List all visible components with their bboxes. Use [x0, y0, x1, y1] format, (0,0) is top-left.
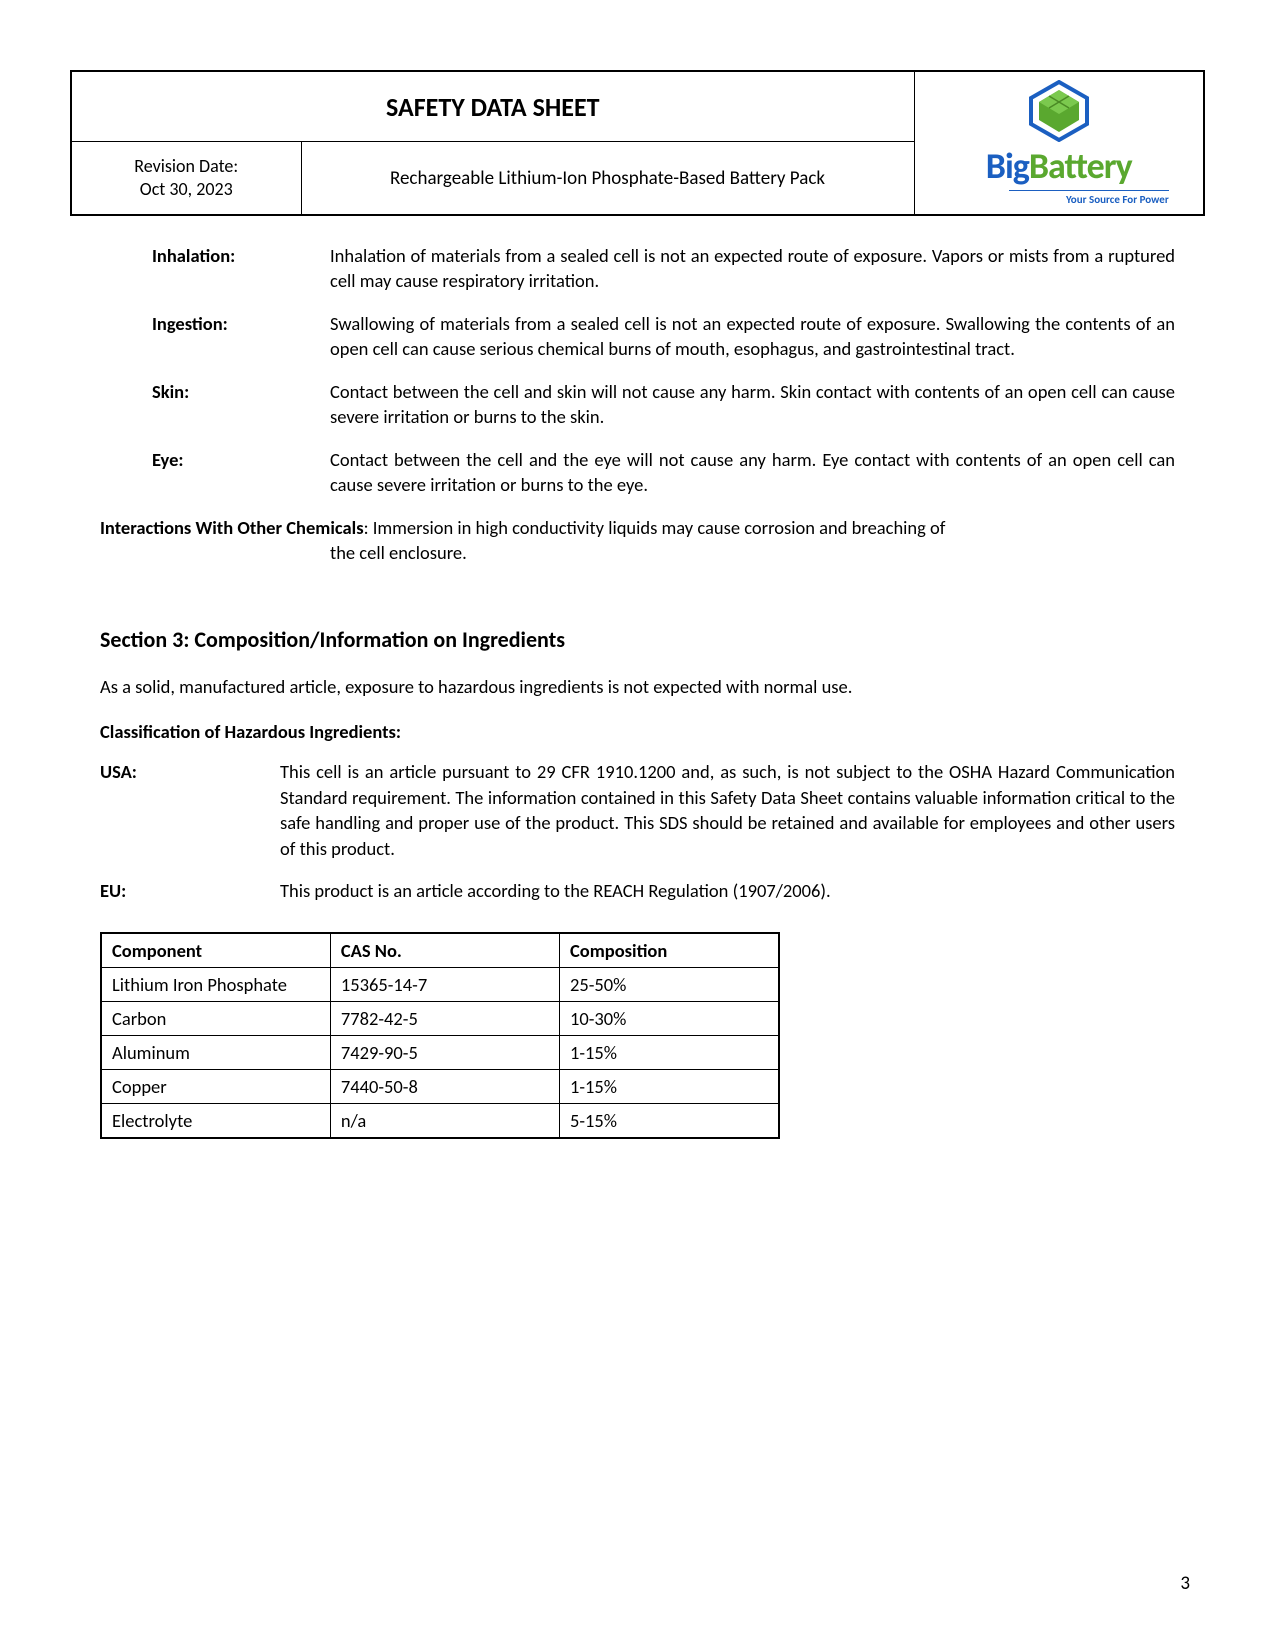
hazard-row: Inhalation: Inhalation of materials from… [100, 244, 1175, 294]
table-cell: 10-30% [560, 1002, 779, 1036]
hazard-text: Swallowing of materials from a sealed ce… [330, 312, 1175, 362]
table-cell: Electrolyte [101, 1104, 330, 1139]
subtitle: Rechargeable Lithium-Ion Phosphate-Based… [301, 142, 914, 215]
section-3-intro: As a solid, manufactured article, exposu… [100, 675, 1175, 700]
content-body: Inhalation: Inhalation of materials from… [70, 216, 1205, 1139]
table-cell: Aluminum [101, 1036, 330, 1070]
table-row: Carbon 7782-42-5 10-30% [101, 1002, 779, 1036]
classification-text: This cell is an article pursuant to 29 C… [280, 759, 1175, 863]
table-row: Copper 7440-50-8 1-15% [101, 1070, 779, 1104]
table-cell: n/a [330, 1104, 559, 1139]
table-cell: 25-50% [560, 968, 779, 1002]
table-cell: Copper [101, 1070, 330, 1104]
interactions-label: Interactions With Other Chemicals [100, 516, 364, 539]
classification-text: This product is an article according to … [280, 878, 1175, 904]
hazard-row: Skin: Contact between the cell and skin … [100, 380, 1175, 430]
table-cell: 7429-90-5 [330, 1036, 559, 1070]
revision-date: Oct 30, 2023 [140, 178, 233, 200]
hazard-text: Contact between the cell and the eye wil… [330, 448, 1175, 498]
interactions-text-2: the cell enclosure. [100, 541, 1175, 566]
hazard-label: Eye: [100, 448, 330, 498]
table-row: Aluminum 7429-90-5 1-15% [101, 1036, 779, 1070]
header-table: SAFETY DATA SHEET BigBattery Your Source… [70, 70, 1205, 216]
table-header: CAS No. [330, 933, 559, 968]
classification-label: USA: [100, 759, 280, 863]
hazard-label: Ingestion: [100, 312, 330, 362]
logo-text: BigBattery [986, 144, 1132, 188]
classification-subhead: Classification of Hazardous Ingredients: [100, 720, 1175, 743]
hazard-label: Skin: [100, 380, 330, 430]
table-cell: 1-15% [560, 1036, 779, 1070]
interactions-row: Interactions With Other Chemicals: Immer… [100, 516, 1175, 566]
hazard-row: Eye: Contact between the cell and the ey… [100, 448, 1175, 498]
classification-label: EU: [100, 878, 280, 904]
hazard-label: Inhalation: [100, 244, 330, 294]
logo-cell: BigBattery Your Source For Power [914, 71, 1204, 215]
doc-title: SAFETY DATA SHEET [71, 71, 914, 142]
table-row: Lithium Iron Phosphate 15365-14-7 25-50% [101, 968, 779, 1002]
table-cell: 5-15% [560, 1104, 779, 1139]
table-row: Electrolyte n/a 5-15% [101, 1104, 779, 1139]
classification-row: USA: This cell is an article pursuant to… [100, 759, 1175, 863]
revision-label: Revision Date: [134, 155, 238, 177]
logo-big: Big [986, 144, 1029, 188]
composition-table: Component CAS No. Composition Lithium Ir… [100, 932, 780, 1139]
hazard-text: Contact between the cell and skin will n… [330, 380, 1175, 430]
logo-tagline: Your Source For Power [1009, 190, 1169, 206]
table-cell: Carbon [101, 1002, 330, 1036]
interactions-text-1: : Immersion in high conductivity liquids… [364, 516, 946, 539]
hazard-row: Ingestion: Swallowing of materials from … [100, 312, 1175, 362]
page-number: 3 [1180, 1572, 1190, 1595]
table-header: Composition [560, 933, 779, 968]
table-cell: 1-15% [560, 1070, 779, 1104]
logo-battery: Battery [1029, 144, 1132, 188]
table-cell: 7782-42-5 [330, 1002, 559, 1036]
hazard-text: Inhalation of materials from a sealed ce… [330, 244, 1175, 294]
table-cell: 15365-14-7 [330, 968, 559, 1002]
battery-logo-icon [1024, 80, 1094, 142]
table-header: Component [101, 933, 330, 968]
section-3-title: Section 3: Composition/Information on In… [100, 626, 1175, 653]
revision-cell: Revision Date: Oct 30, 2023 [71, 142, 301, 215]
table-cell: Lithium Iron Phosphate [101, 968, 330, 1002]
table-cell: 7440-50-8 [330, 1070, 559, 1104]
classification-row: EU: This product is an article according… [100, 878, 1175, 904]
